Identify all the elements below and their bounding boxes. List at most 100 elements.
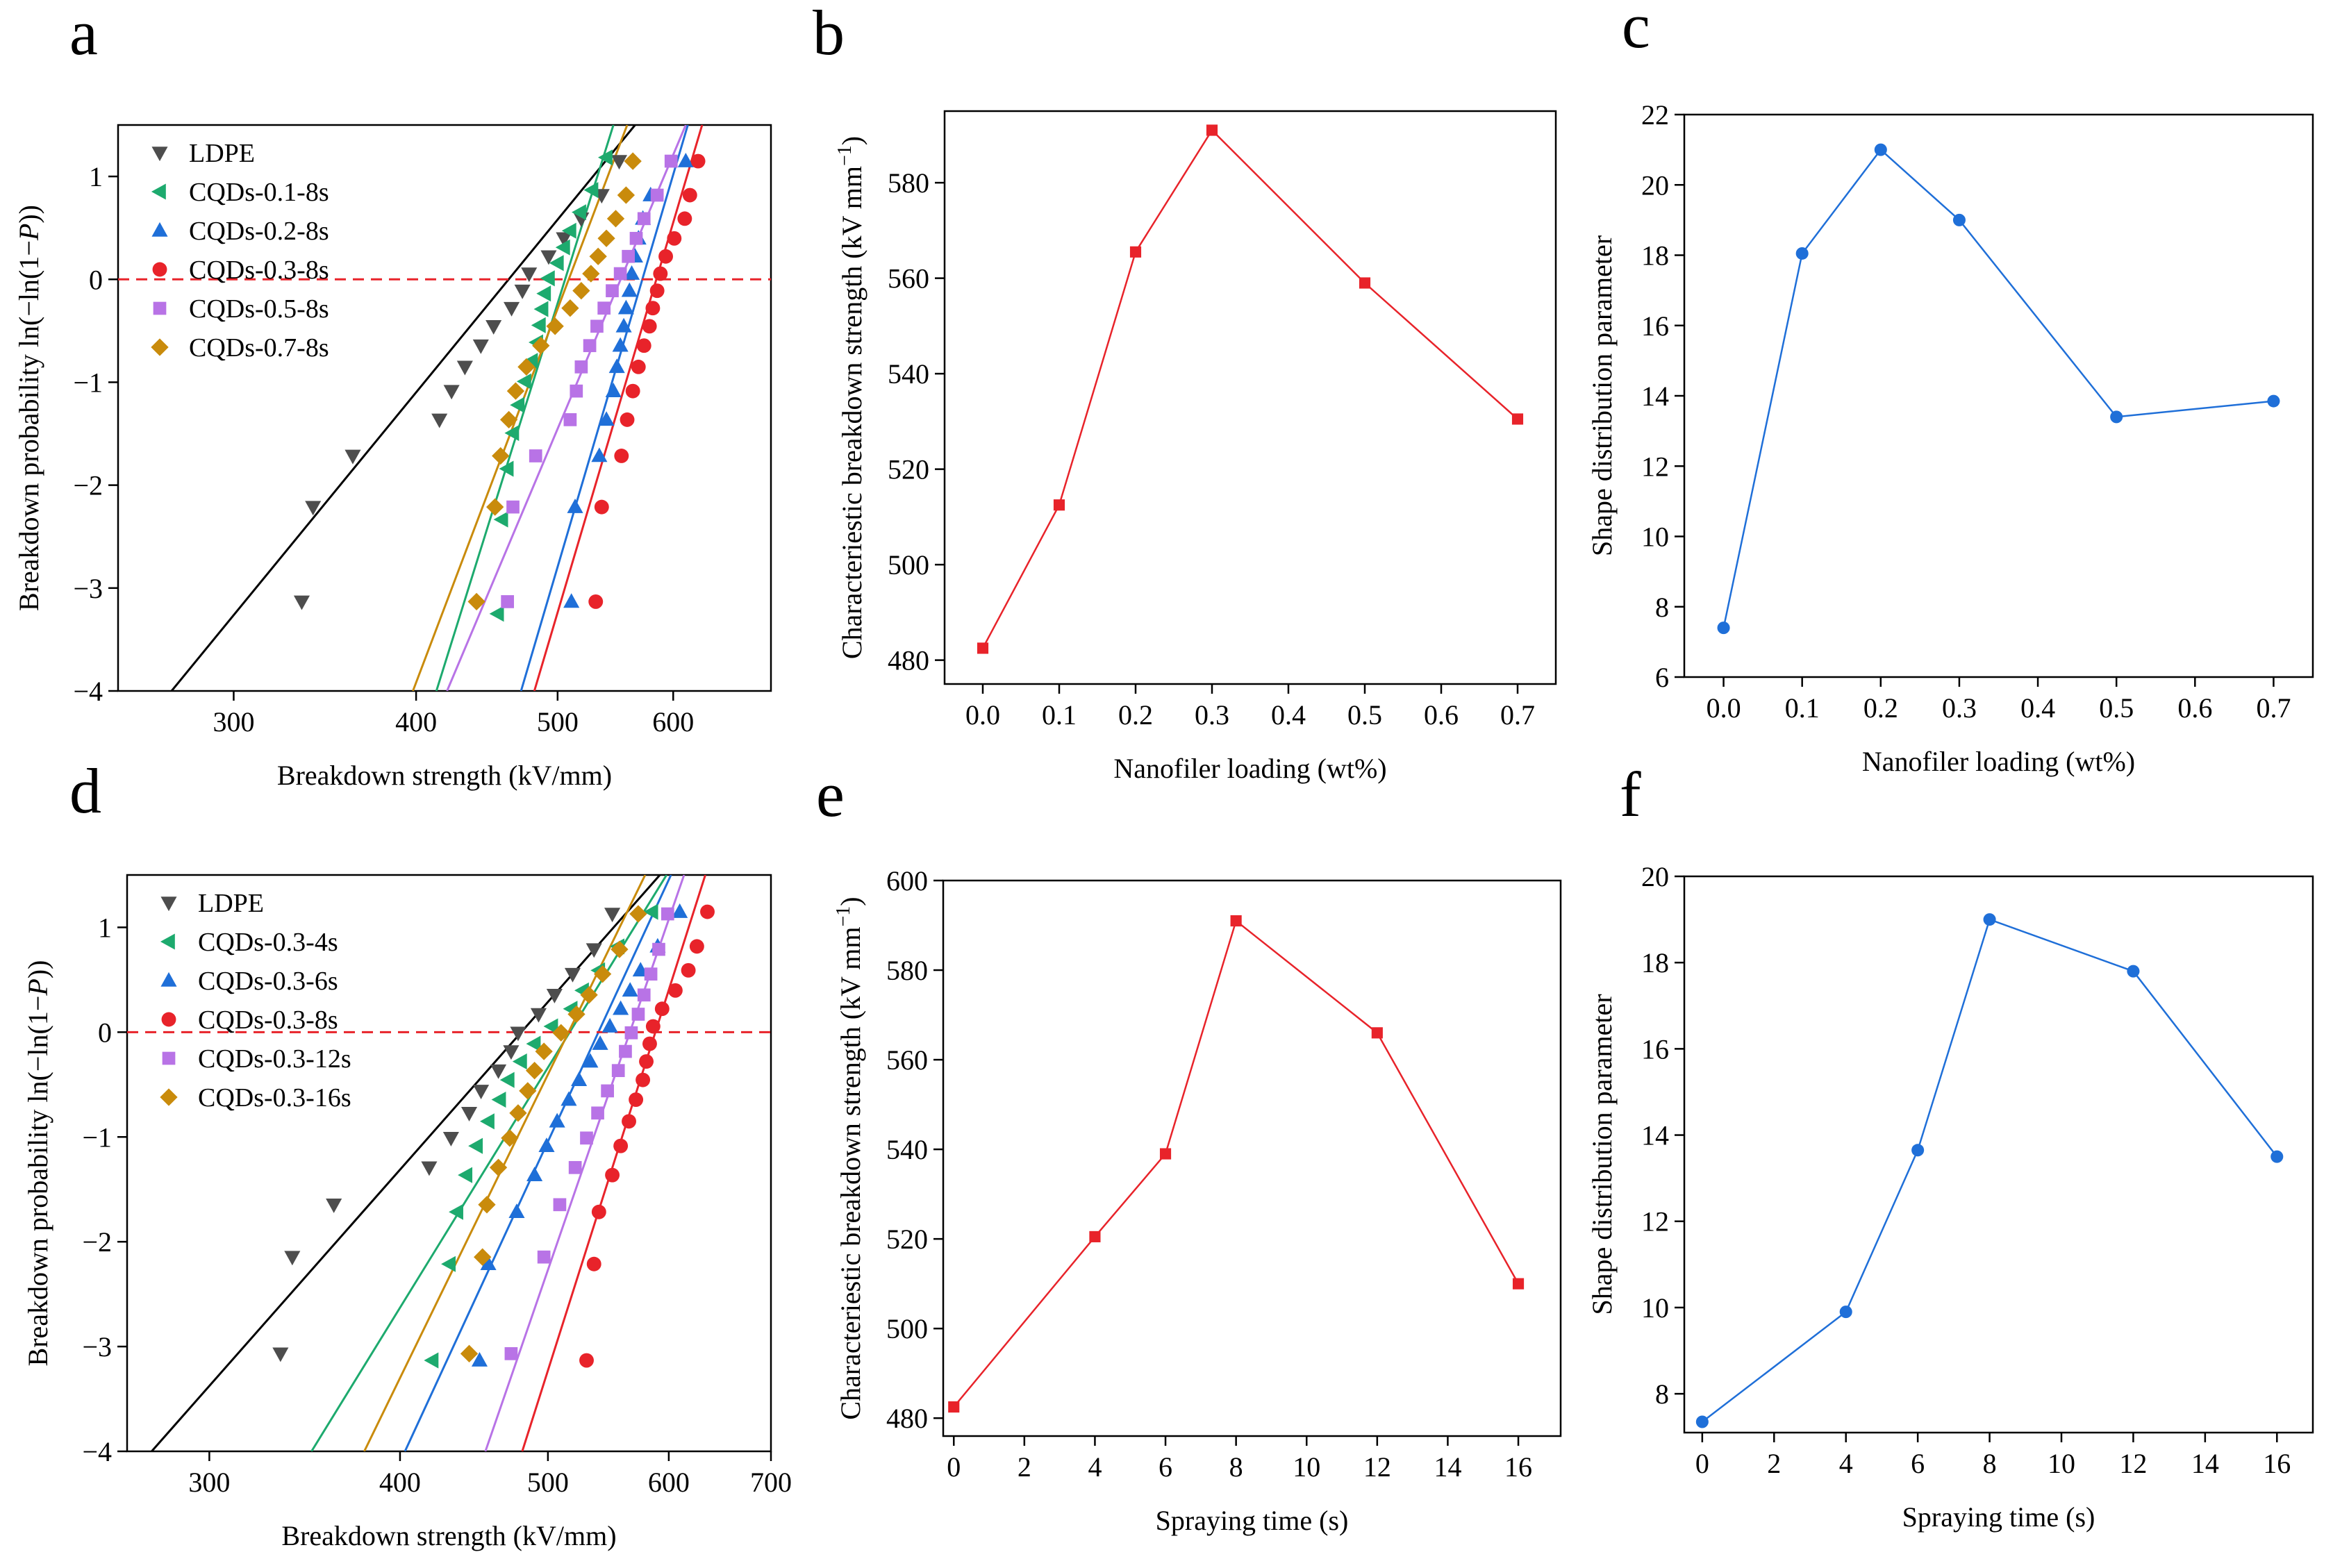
panel-letter-b: b	[813, 0, 845, 68]
data-point	[977, 642, 989, 654]
data-point	[572, 204, 586, 221]
x-tick-label: 0.1	[1042, 699, 1077, 731]
legend-marker	[153, 301, 167, 315]
data-point	[645, 1019, 661, 1034]
legend-marker	[152, 262, 167, 277]
y-axis-label-main: Breakdown probability ln(−ln(1−	[13, 240, 44, 611]
x-tick-label: 300	[213, 706, 254, 737]
y-axis-label: Characteriestic breakdown strength (kV m…	[834, 136, 868, 659]
data-point	[441, 1256, 456, 1272]
x-tick-label: 0.2	[1118, 699, 1153, 731]
series-line	[953, 919, 1520, 1408]
data-point	[1053, 499, 1065, 511]
x-tick-label: 16	[2263, 1448, 2291, 1479]
x-tick-label: 0.3	[1195, 699, 1229, 731]
data-point	[1874, 143, 1887, 156]
data-point	[664, 154, 678, 168]
x-axis-label: Nanofiler loading (wt%)	[1862, 746, 2135, 777]
data-point	[536, 285, 551, 302]
x-axis-label: Breakdown strength (kV/mm)	[277, 760, 612, 791]
data-point	[606, 284, 619, 298]
data-point	[424, 1352, 439, 1369]
y-tick-label: 500	[888, 549, 929, 581]
data-point	[597, 301, 611, 315]
data-point	[1359, 277, 1371, 289]
x-tick-label: 6	[1911, 1448, 1925, 1479]
x-tick-label: 500	[537, 706, 579, 737]
x-tick-label: 0.4	[1271, 699, 1306, 731]
x-tick-label: 2	[1767, 1448, 1781, 1479]
data-point	[510, 397, 525, 413]
x-tick-label: 12	[1363, 1451, 1391, 1483]
y-tick-label: 520	[888, 454, 929, 485]
data-point	[490, 1064, 507, 1079]
y-tick-label: 0	[89, 264, 103, 295]
y-tick-label: 8	[1655, 1378, 1669, 1410]
x-tick-label: 0	[1695, 1448, 1709, 1479]
legend-label: CQDs-0.3-4s	[198, 928, 338, 957]
data-point	[571, 1071, 588, 1086]
data-point	[517, 358, 535, 376]
y-axis-label-variable: P	[13, 224, 44, 241]
y-axis-label: Shape distribution parameter	[1586, 235, 1618, 556]
data-point	[532, 337, 550, 355]
x-tick-label: 14	[2191, 1448, 2219, 1479]
data-point	[572, 282, 590, 300]
data-point	[421, 1161, 438, 1176]
data-point	[592, 1035, 608, 1050]
data-point	[583, 339, 597, 353]
data-point	[593, 965, 612, 983]
data-point	[506, 382, 525, 400]
data-point	[689, 939, 704, 954]
data-point	[556, 232, 572, 247]
x-tick-label: 4	[1088, 1451, 1102, 1483]
y-axis-label-exponent: −1	[834, 145, 856, 166]
x-tick-label: 400	[379, 1467, 421, 1498]
data-point	[552, 1024, 570, 1042]
data-point	[1230, 915, 1242, 927]
data-point	[1795, 247, 1809, 260]
chart-panel-b: 0.0 0.1 0.2 0.3 0.4 0.5 0.6 0.7 480 500 520 540 560 5…	[813, 0, 1557, 784]
data-point	[631, 1008, 645, 1021]
y-axis-label: Characteriestic breakdown strength (kV m…	[833, 896, 867, 1419]
panel-letter-d: d	[69, 756, 101, 826]
y-tick-label: 10	[1641, 1292, 1669, 1324]
y-tick-label: −3	[82, 1331, 112, 1362]
data-point	[449, 1203, 463, 1220]
data-point	[526, 1035, 541, 1052]
data-point	[526, 1167, 543, 1181]
data-point	[489, 606, 504, 622]
data-point	[460, 1107, 478, 1121]
x-tick-label: 600	[648, 1467, 690, 1498]
x-tick-label: 300	[188, 1467, 230, 1498]
data-point	[637, 212, 651, 226]
data-point	[636, 1072, 651, 1087]
panel-letter-f: f	[1620, 759, 1641, 830]
fit-line	[170, 125, 636, 691]
x-tick-label: 600	[652, 706, 694, 737]
data-point	[293, 595, 310, 610]
y-axis-label-main: Characteriestic breakdown strength (kV m…	[835, 926, 866, 1419]
data-point	[501, 595, 515, 608]
y-tick-label: 480	[886, 1403, 928, 1434]
legend-label: CQDs-0.2-8s	[189, 217, 329, 246]
legend-label: CQDs-0.3-12s	[198, 1044, 351, 1074]
plot-area	[127, 875, 771, 1451]
data-point	[1159, 1148, 1172, 1160]
data-point	[591, 1106, 604, 1120]
y-axis-label-close: ))	[22, 960, 53, 979]
x-tick-label: 0.5	[2099, 692, 2134, 724]
y-axis-label-main: Characteriestic breakdown strength (kV m…	[836, 166, 867, 659]
data-point	[604, 908, 621, 923]
data-point	[499, 410, 518, 429]
data-point	[677, 211, 692, 226]
data-point	[1839, 1306, 1852, 1319]
data-point	[1511, 413, 1524, 425]
data-point	[284, 1251, 301, 1266]
data-point	[485, 320, 502, 335]
data-point	[667, 231, 682, 246]
data-point	[537, 1250, 551, 1264]
x-tick-label: 2	[1018, 1451, 1031, 1483]
plot-frame	[117, 124, 772, 692]
data-point	[613, 1000, 629, 1015]
